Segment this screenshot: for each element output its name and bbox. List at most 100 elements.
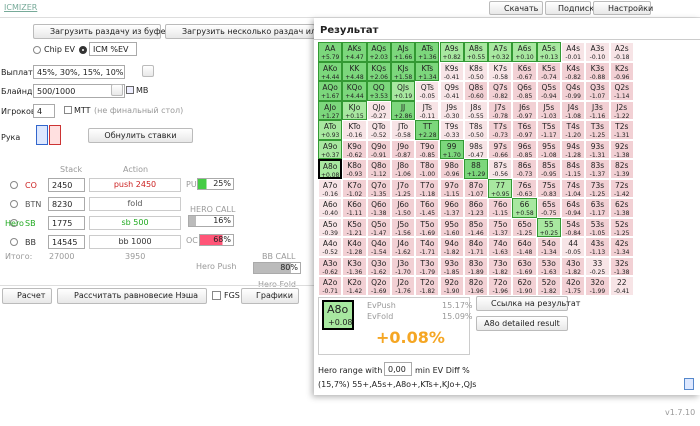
hand-cell[interactable]: Q3o -1.62 xyxy=(366,256,391,276)
hand-cell[interactable]: TT +2.28 xyxy=(415,120,440,140)
hand-cell[interactable]: 98o -0.96 xyxy=(439,159,464,179)
hand-cell[interactable]: A5s +0.13 xyxy=(536,42,561,62)
radio[interactable] xyxy=(10,238,18,246)
hand-cell[interactable]: K8o -0.93 xyxy=(342,159,367,179)
nash-button[interactable]: Рассчитать равновесие Нэша xyxy=(57,288,207,304)
checkbox[interactable] xyxy=(126,86,134,94)
hand-cell[interactable]: AQo +1.67 xyxy=(318,81,343,101)
hand-cell[interactable]: 33 -0.25 xyxy=(585,256,610,276)
hand-cell[interactable]: Q2s -1.14 xyxy=(609,81,634,101)
hand-cell[interactable]: T2s -1.31 xyxy=(609,120,634,140)
hand-cell[interactable]: Q2o -1.69 xyxy=(366,276,391,296)
hand-cell[interactable]: J2o -1.76 xyxy=(390,276,416,296)
hand-cell[interactable]: A8s +0.55 xyxy=(463,42,489,62)
hand-cell[interactable]: KJs +1.58 xyxy=(390,61,416,81)
graphs-button[interactable]: Графики xyxy=(241,288,299,304)
hand-cell[interactable]: Q6o -1.38 xyxy=(366,198,391,218)
hand-cell[interactable]: 53o -1.63 xyxy=(536,256,561,276)
hand-cell[interactable]: A4s -0.01 xyxy=(561,42,586,62)
hand-cell[interactable]: 82o -1.96 xyxy=(463,276,489,296)
hand-cell[interactable]: Q6s -0.85 xyxy=(512,81,537,101)
hand-cell[interactable]: KJo +0.15 xyxy=(342,100,367,120)
hand-cell[interactable]: Q4s -0.99 xyxy=(561,81,586,101)
hand-cell[interactable]: 95o -1.60 xyxy=(439,217,464,237)
radio[interactable] xyxy=(10,181,18,189)
hand-cell[interactable]: 93o -1.85 xyxy=(439,256,464,276)
hand-cell[interactable]: T3o -1.79 xyxy=(415,256,440,276)
hand-cell[interactable]: JTo -0.58 xyxy=(390,120,416,140)
hand-cell[interactable]: K4o -1.28 xyxy=(342,237,367,257)
hand-cell[interactable]: K7s -0.58 xyxy=(488,61,513,81)
radio[interactable] xyxy=(33,46,41,54)
hand-cell[interactable]: 96o -1.37 xyxy=(439,198,464,218)
hand-cell[interactable]: JTs -0.11 xyxy=(415,100,440,120)
hand-cell[interactable]: KQo +4.44 xyxy=(342,81,367,101)
hand-cell[interactable]: K3o -1.36 xyxy=(342,256,367,276)
hand-cell[interactable]: AKo +4.44 xyxy=(318,61,343,81)
radio[interactable] xyxy=(10,219,18,227)
hand-cell[interactable]: J9o -0.87 xyxy=(390,139,416,159)
hand-cell[interactable]: K6s -0.67 xyxy=(512,61,537,81)
hand-cell[interactable]: 72s -1.42 xyxy=(609,178,634,198)
hand-cell[interactable]: J6s -0.97 xyxy=(512,100,537,120)
detailed-button[interactable]: A8o detailed result xyxy=(476,316,568,331)
hand-cell[interactable]: K6o -1.11 xyxy=(342,198,367,218)
hand-cell[interactable]: 44 -0.05 xyxy=(561,237,586,257)
load-buffer-button[interactable]: Загрузить раздачу из буфера xyxy=(33,24,176,39)
hand-cell[interactable]: QJs +0.19 xyxy=(390,81,416,101)
hand-cell[interactable]: T4o -1.71 xyxy=(415,237,440,257)
select[interactable]: 4 xyxy=(33,104,55,118)
hand-cell[interactable]: A3o -0.62 xyxy=(318,256,343,276)
hand-cell[interactable]: J8o -1.06 xyxy=(390,159,416,179)
hand-cell[interactable]: 77 +0.95 xyxy=(488,178,513,198)
hand-cell[interactable]: KTs +1.34 xyxy=(415,61,440,81)
hand-cell[interactable]: 95s -1.08 xyxy=(536,139,561,159)
hand-cell[interactable]: K9o -0.62 xyxy=(342,139,367,159)
hand-cell[interactable]: J3s -1.16 xyxy=(585,100,610,120)
hand-cell[interactable]: 42o -1.75 xyxy=(561,276,586,296)
hand-cell[interactable]: J7s -0.78 xyxy=(488,100,513,120)
hand-cell[interactable]: QQ +3.53 xyxy=(366,81,391,101)
hand-cell[interactable]: 83s -1.37 xyxy=(585,159,610,179)
hand-cell[interactable]: 97s -0.66 xyxy=(488,139,513,159)
hand-cell[interactable]: 83o -1.89 xyxy=(463,256,489,276)
hand-cell[interactable]: J9s -0.30 xyxy=(439,100,464,120)
hand-cell[interactable]: 76o -1.15 xyxy=(488,198,513,218)
hand-cell[interactable]: 54s -0.84 xyxy=(561,217,586,237)
hand-cell[interactable]: 92o -1.90 xyxy=(439,276,464,296)
hand-cell[interactable]: JJ +2.86 xyxy=(390,100,416,120)
hand-cell[interactable]: J6o -1.50 xyxy=(390,198,416,218)
hand-cell[interactable]: Q9s -0.41 xyxy=(439,81,464,101)
select[interactable]: 500/1000 xyxy=(33,84,125,98)
hand-cell[interactable]: 65s -0.75 xyxy=(536,198,561,218)
hand-cell[interactable]: T2o -1.82 xyxy=(415,276,440,296)
hand-cell[interactable]: T8s -0.50 xyxy=(463,120,489,140)
hand-cell[interactable]: 92s -1.38 xyxy=(609,139,634,159)
hand-cell[interactable]: 73o -1.82 xyxy=(488,256,513,276)
hand-cell[interactable]: 63s -1.17 xyxy=(585,198,610,218)
hand-cell[interactable]: 87s -0.56 xyxy=(488,159,513,179)
hand-cell[interactable]: 98s -0.47 xyxy=(463,139,489,159)
hand-cell[interactable]: K4s -0.82 xyxy=(561,61,586,81)
hand-cell[interactable]: Q5o -1.47 xyxy=(366,217,391,237)
settings-button[interactable]: Настройки xyxy=(593,1,653,15)
hand-cell[interactable]: J5s -1.03 xyxy=(536,100,561,120)
hand-cell[interactable]: J8s -0.55 xyxy=(463,100,489,120)
hand-cell[interactable]: A7o -0.16 xyxy=(318,178,343,198)
hand-cell[interactable]: AJs +1.66 xyxy=(390,42,416,62)
hand-cell[interactable]: A8o +0.08 xyxy=(318,159,343,179)
hand-cell[interactable]: K8s -0.50 xyxy=(463,61,489,81)
hand-cell[interactable]: J3o -1.70 xyxy=(390,256,416,276)
hand-cell[interactable]: 73s -1.25 xyxy=(585,178,610,198)
plus-button[interactable] xyxy=(142,65,154,77)
hand-cell[interactable]: KQs +2.06 xyxy=(366,61,391,81)
calc-button[interactable]: Расчет xyxy=(2,288,52,304)
hand-cell[interactable]: J5o -1.56 xyxy=(390,217,416,237)
hand-cell[interactable]: J7o -1.25 xyxy=(390,178,416,198)
hand-cell[interactable]: 55 +0.25 xyxy=(536,217,561,237)
hand-cell[interactable]: 96s -0.85 xyxy=(512,139,537,159)
hand-cell[interactable]: 87o -1.07 xyxy=(463,178,489,198)
hand-cell[interactable]: 62o -1.90 xyxy=(512,276,537,296)
hand-cell[interactable]: QTo -0.52 xyxy=(366,120,391,140)
hand-cell[interactable]: T7s -0.73 xyxy=(488,120,513,140)
